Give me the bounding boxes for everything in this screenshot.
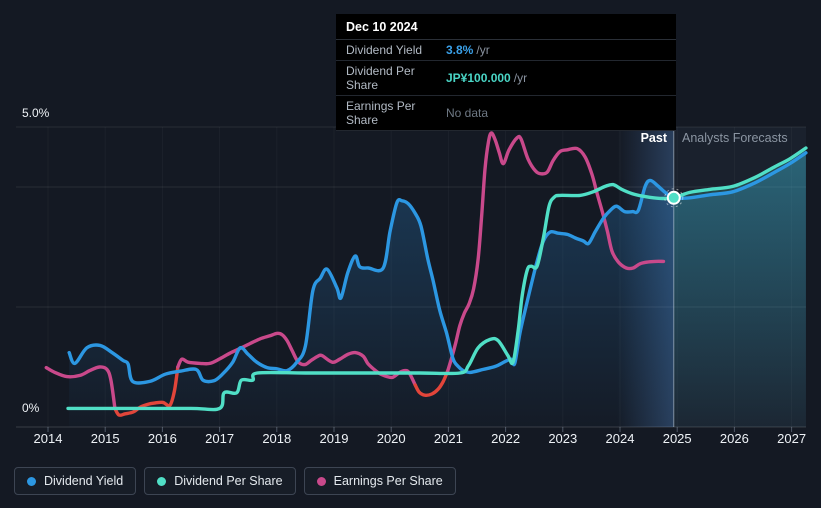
dps-forecast-area (673, 148, 806, 427)
tooltip-unit: /yr (476, 43, 490, 57)
tooltip-value: JP¥100.000 (446, 71, 511, 85)
earnings-per-share-dot-icon (316, 476, 326, 486)
tooltip-date: Dec 10 2024 (336, 14, 676, 40)
earnings-per-share-line (113, 365, 180, 417)
analysts-forecasts-label: Analysts Forecasts (682, 131, 788, 145)
legend-label: Dividend Yield (44, 474, 124, 488)
tooltip-value: No data (446, 106, 489, 120)
y-axis-max-label: 5.0% (22, 106, 50, 120)
earnings-per-share-line (44, 365, 117, 411)
past-label: Past (640, 131, 667, 145)
legend-label: Earnings Per Share (333, 474, 443, 488)
dividend-yield-area (69, 152, 806, 428)
tooltip-value: 3.8% (446, 43, 474, 57)
tooltip-row-dividend-per-share: Dividend Per Share JP¥100.000 /yr (336, 61, 676, 96)
earnings-per-share-line (176, 331, 417, 387)
legend-chip-earnings-per-share[interactable]: Earnings Per Share (303, 467, 456, 495)
tooltip-label: Dividend Per Share (346, 64, 415, 92)
legend-chip-dividend-yield[interactable]: Dividend Yield (14, 467, 137, 495)
legend-chip-dividend-per-share[interactable]: Dividend Per Share (144, 467, 296, 495)
earnings-per-share-line (446, 131, 666, 373)
tooltip-row-dividend-yield: Dividend Yield 3.8% /yr (336, 40, 676, 61)
y-axis-min-label: 0% (22, 401, 40, 415)
dividend-per-share-dot-icon (157, 476, 167, 486)
tooltip-unit: /yr (513, 71, 528, 85)
tooltip: Dec 10 2024 Dividend Yield 3.8% /yr Divi… (336, 14, 676, 131)
tooltip-label: Dividend Yield (346, 43, 423, 57)
legend-label: Dividend Per Share (174, 474, 283, 488)
legend: Dividend Yield Dividend Per Share Earnin… (14, 467, 456, 495)
tooltip-row-earnings-per-share: Earnings Per Share No data (336, 96, 676, 131)
marker-halo (664, 188, 684, 208)
selected-date-marker[interactable] (666, 190, 681, 205)
tooltip-label: Earnings Per Share (346, 99, 416, 127)
earnings-per-share-line (413, 368, 450, 397)
dividend-yield-line (67, 151, 808, 385)
dividend-yield-dot-icon (27, 476, 36, 486)
